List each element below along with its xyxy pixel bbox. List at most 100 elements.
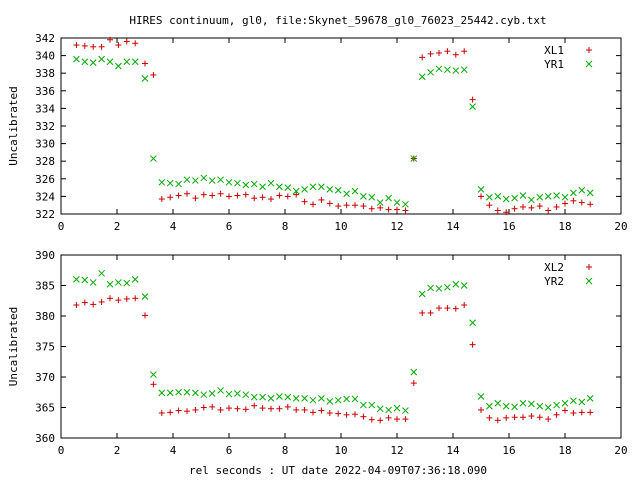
data-point-yr2 (385, 406, 392, 414)
data-point-yr1 (259, 183, 266, 191)
legend-label-yr2: YR2 (544, 275, 564, 288)
x-tick-label: 18 (558, 220, 571, 233)
data-point-yr2 (123, 279, 131, 287)
data-point-xl1 (132, 40, 139, 47)
data-point-yr2 (494, 399, 502, 407)
data-point-yr1 (502, 195, 510, 203)
data-point-yr2 (318, 394, 325, 402)
x-tick-label: 6 (226, 444, 233, 457)
data-point-yr1 (528, 196, 535, 204)
data-point-xl2 (115, 297, 122, 304)
data-point-yr2 (586, 394, 594, 402)
data-point-yr1 (89, 59, 97, 66)
data-point-xl1 (234, 192, 241, 199)
x-tick-label: 14 (446, 444, 460, 457)
data-point-xl1 (217, 190, 224, 197)
data-point-xl2 (402, 416, 409, 423)
data-point-xl2 (310, 409, 316, 416)
y-tick-label: 360 (35, 432, 55, 445)
data-point-yr1 (166, 179, 174, 187)
top-axis-ticks: 0 2 4 6 8 10 12 14 16 18 20 322 324 326 328 330 332 334 33… (35, 32, 628, 233)
data-point-xl1 (142, 60, 148, 67)
data-point-xl1 (427, 50, 434, 57)
data-point-xl1 (268, 196, 274, 203)
data-point-xl1 (360, 203, 367, 210)
data-point-xl2 (209, 403, 216, 410)
data-point-xl2 (427, 309, 434, 316)
data-point-yr1 (418, 73, 426, 81)
data-point-xl1 (419, 54, 426, 61)
data-point-yr1 (385, 194, 392, 202)
data-point-xl2 (158, 409, 165, 416)
data-point-yr1 (477, 186, 485, 193)
data-point-xl2 (167, 409, 174, 416)
data-point-yr2 (89, 279, 97, 286)
data-point-yr1 (284, 184, 292, 191)
data-point-yr1 (115, 62, 122, 70)
data-point-yr1 (334, 186, 342, 194)
data-point-xl2 (107, 295, 113, 302)
data-point-yr2 (73, 276, 80, 283)
x-tick-label: 16 (502, 220, 515, 233)
y-tick-label: 380 (35, 310, 55, 323)
data-point-xl1 (562, 200, 568, 207)
bottom-panel: Uncalibrated 0 2 4 6 8 10 12 14 16 18 20 360 365 370 3… (7, 249, 628, 457)
data-point-xl1 (570, 197, 577, 204)
data-point-yr1 (410, 155, 418, 162)
data-point-xl1 (520, 203, 526, 210)
data-point-yr2 (192, 389, 199, 397)
top-y-axis-label: Uncalibrated (7, 86, 20, 165)
x-tick-label: 0 (58, 444, 65, 457)
data-point-xl2 (436, 305, 442, 312)
data-point-xl2 (90, 301, 97, 308)
data-point-yr2 (81, 276, 89, 284)
data-point-xl2 (528, 413, 535, 420)
data-point-yr1 (511, 194, 518, 202)
data-point-xl2 (251, 402, 258, 409)
data-point-xl1 (335, 203, 342, 210)
data-point-yr1 (225, 178, 233, 186)
x-tick-label: 2 (114, 220, 121, 233)
x-tick-label: 2 (114, 444, 121, 457)
data-point-yr2 (511, 403, 518, 411)
y-tick-label: 342 (35, 32, 55, 45)
data-point-yr2 (444, 283, 451, 291)
data-point-yr1 (536, 193, 544, 201)
data-point-yr1 (200, 174, 208, 182)
x-tick-label: 6 (226, 220, 233, 233)
y-tick-label: 330 (35, 138, 55, 151)
x-axis-label: rel seconds : UT date 2022-04-09T07:36:1… (189, 464, 487, 477)
data-point-xl1 (98, 43, 105, 50)
data-point-xl2 (175, 407, 182, 414)
data-point-yr2 (225, 390, 233, 398)
data-point-yr1 (586, 189, 594, 197)
data-point-xl1 (310, 201, 316, 208)
data-point-xl1 (478, 193, 484, 200)
data-point-yr2 (528, 400, 535, 408)
data-point-xl1 (293, 191, 300, 198)
legend-marker-yr1 (585, 60, 593, 68)
data-point-xl1 (81, 42, 88, 49)
data-point-yr1 (301, 186, 308, 193)
data-point-xl2 (293, 406, 300, 413)
data-point-xl2 (410, 380, 417, 387)
data-point-xl2 (461, 302, 468, 309)
data-point-yr2 (351, 395, 359, 403)
data-point-yr1 (326, 186, 334, 193)
data-point-yr1 (141, 75, 149, 82)
top-legend: XL1 YR1 (544, 44, 593, 71)
x-tick-label: 20 (614, 444, 627, 457)
data-point-yr1 (435, 65, 443, 73)
data-point-xl2 (368, 416, 375, 423)
data-point-xl2 (335, 410, 342, 417)
data-point-xl1 (452, 51, 459, 58)
bottom-axis-ticks: 0 2 4 6 8 10 12 14 16 18 20 360 365 370 375 380 385 390 (35, 249, 628, 457)
data-point-yr2 (486, 402, 493, 410)
data-point-xl1 (343, 202, 350, 209)
x-tick-label: 8 (282, 220, 289, 233)
legend-label-xl1: XL1 (544, 44, 564, 57)
data-point-yr1 (343, 190, 350, 198)
data-point-yr2 (536, 402, 544, 410)
data-point-yr1 (250, 180, 258, 188)
